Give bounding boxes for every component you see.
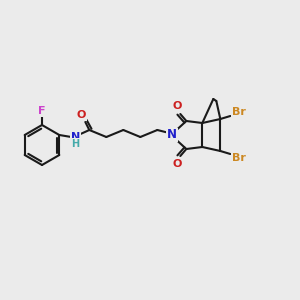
Text: O: O (76, 110, 86, 120)
Text: O: O (172, 159, 182, 169)
Text: Br: Br (232, 107, 246, 117)
Text: O: O (172, 101, 182, 111)
Text: N: N (167, 128, 177, 142)
Text: H: H (71, 139, 80, 149)
Text: F: F (38, 106, 46, 116)
Text: Br: Br (232, 153, 246, 163)
Text: N: N (71, 132, 80, 142)
